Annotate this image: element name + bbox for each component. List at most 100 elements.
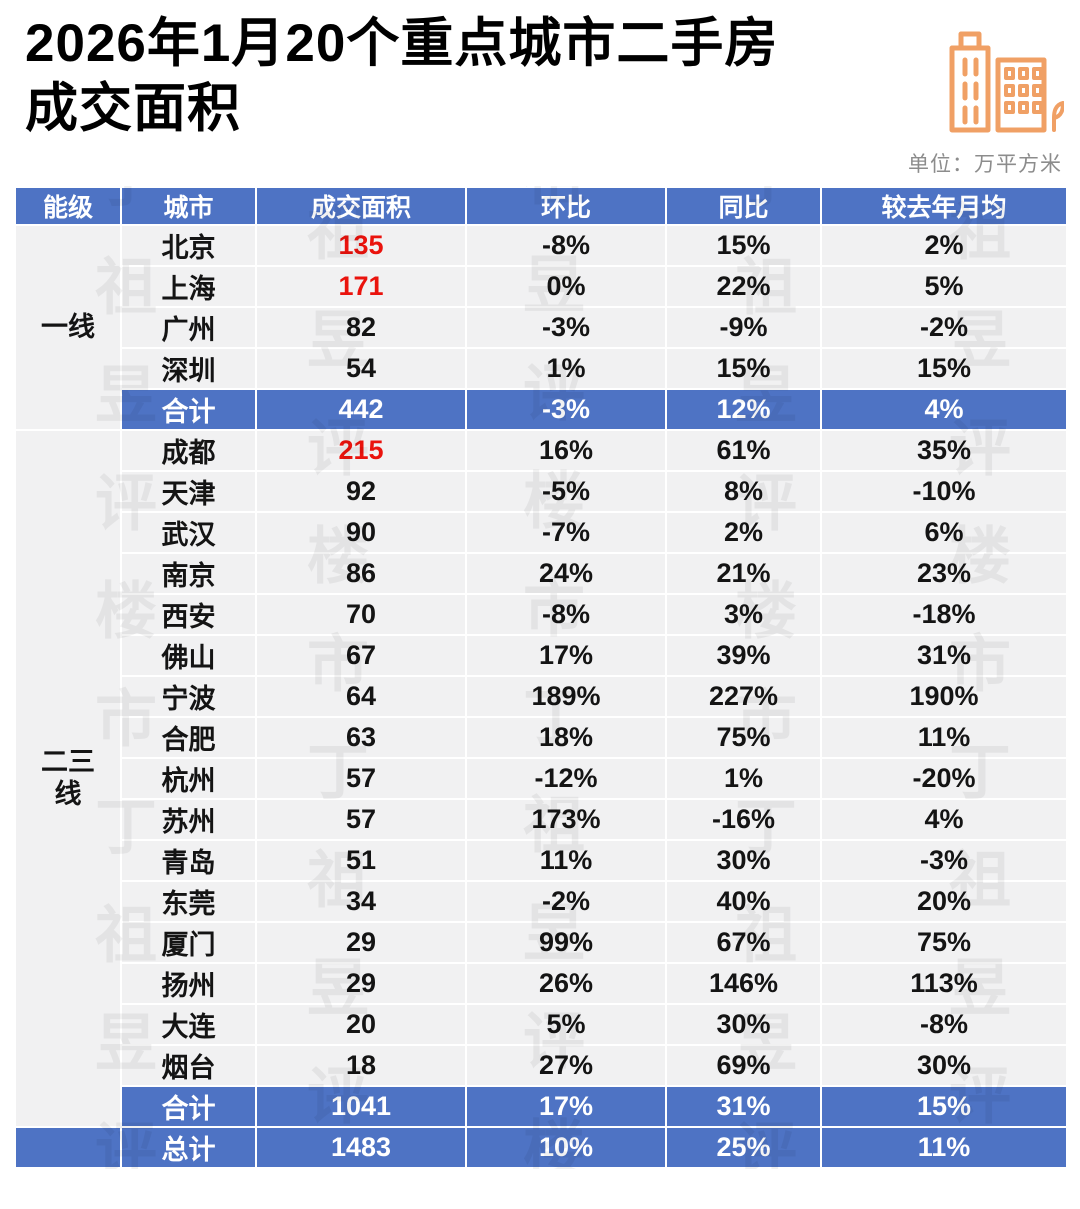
city-cell: 天津 [120, 470, 257, 513]
title-line-1: 2026年1月20个重点城市二手房 [25, 14, 779, 73]
city-cell: 西安 [120, 593, 257, 636]
subtotal-area: 1041 [255, 1085, 467, 1128]
city-cell: 武汉 [120, 511, 257, 554]
city-cell: 深圳 [120, 347, 257, 390]
table-wrapper: 能级 城市 成交面积 环比 同比 较去年月均 一线 北京 135 -8% 15% 2% 上海… [14, 186, 1068, 1169]
area-cell: 54 [255, 347, 467, 390]
data-table: 能级 城市 成交面积 环比 同比 较去年月均 一线 北京 135 -8% 15% 2% 上海… [14, 186, 1068, 1169]
vs-avg-cell: 20% [820, 880, 1068, 923]
yoy-cell: 227% [665, 675, 822, 718]
vs-avg-cell: 23% [820, 552, 1068, 595]
yoy-cell: 39% [665, 634, 822, 677]
table-row: 合肥 63 18% 75% 11% [15, 716, 1068, 759]
yoy-cell: 75% [665, 716, 822, 759]
col-header-city: 城市 [120, 186, 257, 226]
vs-avg-cell: 113% [820, 962, 1068, 1005]
subtotal-vs-avg: 15% [820, 1085, 1068, 1128]
unit-note: 单位：万平方米 [908, 153, 1062, 176]
city-cell: 杭州 [120, 757, 257, 800]
mom-cell: 1% [465, 347, 667, 390]
total-vs-avg: 11% [820, 1126, 1068, 1169]
yoy-cell: 40% [665, 880, 822, 923]
subtotal-label: 合计 [120, 388, 257, 431]
table-row: 青岛 51 11% 30% -3% [15, 839, 1068, 882]
table-row: 西安 70 -8% 3% -18% [15, 593, 1068, 636]
title-line-2: 成交面积 [25, 78, 241, 138]
area-cell: 51 [255, 839, 467, 882]
city-cell: 苏州 [120, 798, 257, 841]
total-row: 总计 1483 10% 25% 11% [14, 1126, 1068, 1169]
city-cell: 成都 [120, 429, 257, 472]
subtotal-yoy: 31% [665, 1085, 822, 1128]
city-cell: 广州 [120, 306, 257, 349]
col-header-area: 成交面积 [255, 186, 467, 226]
vs-avg-cell: 2% [820, 224, 1068, 267]
total-yoy: 25% [665, 1126, 822, 1169]
area-cell: 34 [255, 880, 467, 923]
table-row: 一线 北京 135 -8% 15% 2% [14, 224, 1068, 431]
yoy-cell: -16% [665, 798, 822, 841]
vs-avg-cell: 75% [820, 921, 1068, 964]
vs-avg-cell: 4% [820, 798, 1068, 841]
city-cell: 合肥 [120, 716, 257, 759]
vs-avg-cell: -8% [820, 1003, 1068, 1046]
buildings-icon [949, 31, 1064, 133]
table-row: 武汉 90 -7% 2% 6% [15, 511, 1068, 554]
yoy-cell: 15% [665, 224, 822, 267]
area-cell: 63 [255, 716, 467, 759]
subtotal-vs-avg: 4% [820, 388, 1068, 431]
table-row: 苏州 57 173% -16% 4% [15, 798, 1068, 841]
mom-cell: 99% [465, 921, 667, 964]
tier-cell: 二三 线 [14, 429, 122, 1128]
area-cell: 57 [255, 798, 467, 841]
mom-cell: 16% [465, 429, 667, 472]
mom-cell: 173% [465, 798, 667, 841]
vs-avg-cell: 190% [820, 675, 1068, 718]
vs-avg-cell: 31% [820, 634, 1068, 677]
mom-cell: 17% [465, 634, 667, 677]
total-empty-cell [14, 1126, 122, 1169]
city-cell: 上海 [120, 265, 257, 308]
table-row: 深圳 54 1% 15% 15% [15, 347, 1068, 390]
area-cell: 20 [255, 1003, 467, 1046]
mom-cell: 24% [465, 552, 667, 595]
mom-cell: 11% [465, 839, 667, 882]
mom-cell: 18% [465, 716, 667, 759]
city-cell: 烟台 [120, 1044, 257, 1087]
area-cell: 171 [255, 265, 467, 308]
area-cell: 70 [255, 593, 467, 636]
mom-cell: 5% [465, 1003, 667, 1046]
city-cell: 南京 [120, 552, 257, 595]
mom-cell: 189% [465, 675, 667, 718]
subtotal-yoy: 12% [665, 388, 822, 431]
subtotal-label: 合计 [120, 1085, 257, 1128]
area-cell: 86 [255, 552, 467, 595]
table-row: 大连 20 5% 30% -8% [15, 1003, 1068, 1046]
area-cell: 82 [255, 306, 467, 349]
mom-cell: -12% [465, 757, 667, 800]
city-cell: 北京 [120, 224, 257, 267]
table-row: 宁波 64 189% 227% 190% [15, 675, 1068, 718]
city-cell: 大连 [120, 1003, 257, 1046]
table-row: 佛山 67 17% 39% 31% [15, 634, 1068, 677]
area-cell: 64 [255, 675, 467, 718]
yoy-cell: 15% [665, 347, 822, 390]
header: 2026年1月20个重点城市二手房 成交面积 [0, 0, 1080, 142]
vs-avg-cell: 15% [820, 347, 1068, 390]
vs-avg-cell: 5% [820, 265, 1068, 308]
city-cell: 扬州 [120, 962, 257, 1005]
yoy-cell: 1% [665, 757, 822, 800]
mom-cell: 27% [465, 1044, 667, 1087]
tier-cell: 一线 [14, 224, 122, 431]
mom-cell: -2% [465, 880, 667, 923]
yoy-cell: -9% [665, 306, 822, 349]
col-header-mom: 环比 [465, 186, 667, 226]
table-body: 一线 北京 135 -8% 15% 2% 上海 171 0% 22% 5% 广州 82 -3% -9% -2%… [14, 224, 1068, 1169]
col-header-tier: 能级 [14, 186, 122, 226]
yoy-cell: 3% [665, 593, 822, 636]
table-row: 天津 92 -5% 8% -10% [15, 470, 1068, 513]
vs-avg-cell: -10% [820, 470, 1068, 513]
page-title: 2026年1月20个重点城市二手房 成交面积 [25, 12, 778, 141]
col-header-yoy: 同比 [665, 186, 822, 226]
yoy-cell: 146% [665, 962, 822, 1005]
